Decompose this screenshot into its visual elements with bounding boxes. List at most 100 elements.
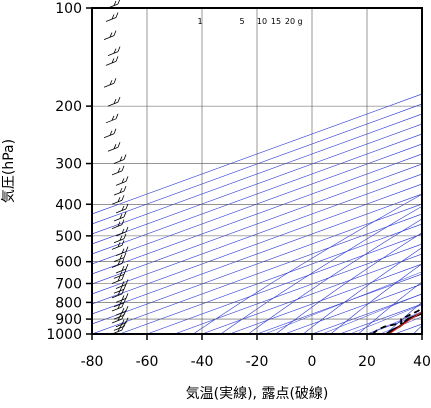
wind-barb — [115, 263, 129, 274]
wind-barb-flag — [117, 290, 121, 296]
wind-barb-staff — [105, 17, 117, 22]
wind-barb-flag — [121, 258, 125, 264]
wind-barb-flag — [125, 317, 129, 323]
wind-barb-flag — [121, 195, 125, 201]
wind-barb-flag — [121, 274, 125, 280]
wind-barb-staff — [105, 118, 117, 124]
wind-barb — [115, 246, 129, 257]
wind-barb-flag — [125, 279, 129, 285]
wind-barb-flag — [121, 228, 125, 234]
isotherm-line — [92, 113, 422, 235]
wind-barb-flag — [113, 48, 117, 54]
wind-barb — [107, 46, 121, 57]
wind-barb-flag — [121, 313, 125, 320]
wind-barb-flag — [123, 269, 127, 275]
wind-barb — [115, 226, 129, 237]
mixing-ratio-label: 5 — [239, 17, 244, 26]
wind-barb — [115, 317, 129, 328]
wind-barb-staff — [107, 51, 119, 57]
wind-barb-staff — [115, 284, 127, 289]
wind-barb-flag — [125, 305, 129, 312]
wind-barb-flag — [113, 98, 117, 104]
isotherm-line — [92, 203, 422, 325]
mixing-ratio-label: 20 — [285, 17, 295, 26]
isotherm-line — [92, 123, 422, 245]
isotherm-line — [119, 223, 422, 334]
wind-barb-staff — [115, 310, 127, 316]
isotherm-line — [92, 213, 422, 334]
wind-barb — [111, 165, 125, 176]
wind-barb-flag — [117, 260, 121, 266]
x-tick-label: 40 — [413, 354, 431, 370]
isotherm-line — [174, 243, 422, 334]
wind-barb — [103, 128, 117, 139]
dry-adiabat-line — [330, 263, 422, 334]
wind-barb-flag — [121, 205, 125, 211]
wind-barb — [111, 219, 125, 229]
y-tick-label: 100 — [55, 1, 82, 17]
mixing-ratio-label: g — [297, 17, 302, 26]
wind-barb — [111, 313, 125, 324]
mixing-ratio-line — [322, 293, 422, 334]
x-tick-label: -40 — [191, 354, 214, 370]
isotherm-line — [201, 253, 422, 334]
isotherm-line — [256, 273, 422, 334]
wind-barb-staff — [115, 180, 127, 186]
wind-barb-staff — [111, 318, 123, 324]
dry-adiabat-line — [303, 247, 422, 334]
isotherm-line — [92, 183, 422, 305]
wind-barb-staff — [105, 61, 117, 66]
dry-adiabat-line — [248, 218, 422, 334]
wind-barb-flag — [125, 246, 129, 252]
wind-barb — [105, 12, 119, 22]
wind-barb-staff — [107, 101, 119, 107]
wind-barb-flag — [123, 321, 127, 327]
wind-barb-staff — [103, 82, 115, 88]
y-tick-label: 500 — [55, 229, 82, 245]
wind-barb — [107, 0, 121, 9]
isotherm-line — [421, 333, 422, 334]
wind-barb-flag — [121, 295, 125, 301]
wind-barb — [113, 185, 127, 196]
wind-barb-staff — [113, 190, 125, 196]
wind-barb — [115, 203, 129, 214]
wind-barb-flag — [121, 165, 125, 172]
mixing-ratio-labels: 1 5 10 15 20 g — [197, 17, 302, 26]
x-tick-label: -80 — [81, 354, 104, 370]
wind-barb — [113, 284, 127, 294]
wind-barb-staff — [113, 273, 125, 279]
wind-barb — [107, 96, 121, 107]
grid — [92, 8, 422, 334]
wind-barb-flag — [125, 176, 129, 182]
wind-barb-flag — [117, 142, 121, 148]
isotherm-line — [92, 103, 422, 225]
y-tick-label: 300 — [55, 157, 82, 173]
wind-barb-staff — [115, 298, 127, 303]
wind-barb-flag — [117, 96, 121, 103]
wind-barb-flag — [125, 226, 129, 233]
wind-barb — [115, 279, 129, 289]
wind-barb-staff — [103, 133, 115, 139]
wind-barb-flag — [123, 185, 127, 192]
wind-barb-staff — [111, 199, 123, 205]
wind-barb-flag — [121, 307, 125, 313]
wind-barb-flag — [121, 178, 125, 184]
wind-barb-flag — [109, 32, 113, 38]
wind-barb — [113, 321, 127, 331]
wind-barb — [113, 154, 127, 164]
y-tick-label: 800 — [55, 295, 82, 311]
dry-adiabat-line — [193, 193, 422, 334]
wind-barb-staff — [115, 208, 127, 214]
wind-barb-flag — [115, 12, 119, 18]
wind-barb — [111, 240, 125, 250]
wind-barb-flag — [121, 281, 125, 287]
wind-barb-flag — [113, 78, 117, 84]
wind-barb-staff — [107, 146, 119, 152]
wind-barb-staff — [103, 35, 115, 40]
x-tick-label: 0 — [308, 354, 317, 370]
x-tick-label: -60 — [136, 354, 159, 370]
isotherm-line — [92, 193, 422, 315]
wind-barb-staff — [113, 314, 125, 320]
dry-adiabat-line — [220, 205, 422, 334]
dry-adiabat-line — [385, 301, 422, 334]
